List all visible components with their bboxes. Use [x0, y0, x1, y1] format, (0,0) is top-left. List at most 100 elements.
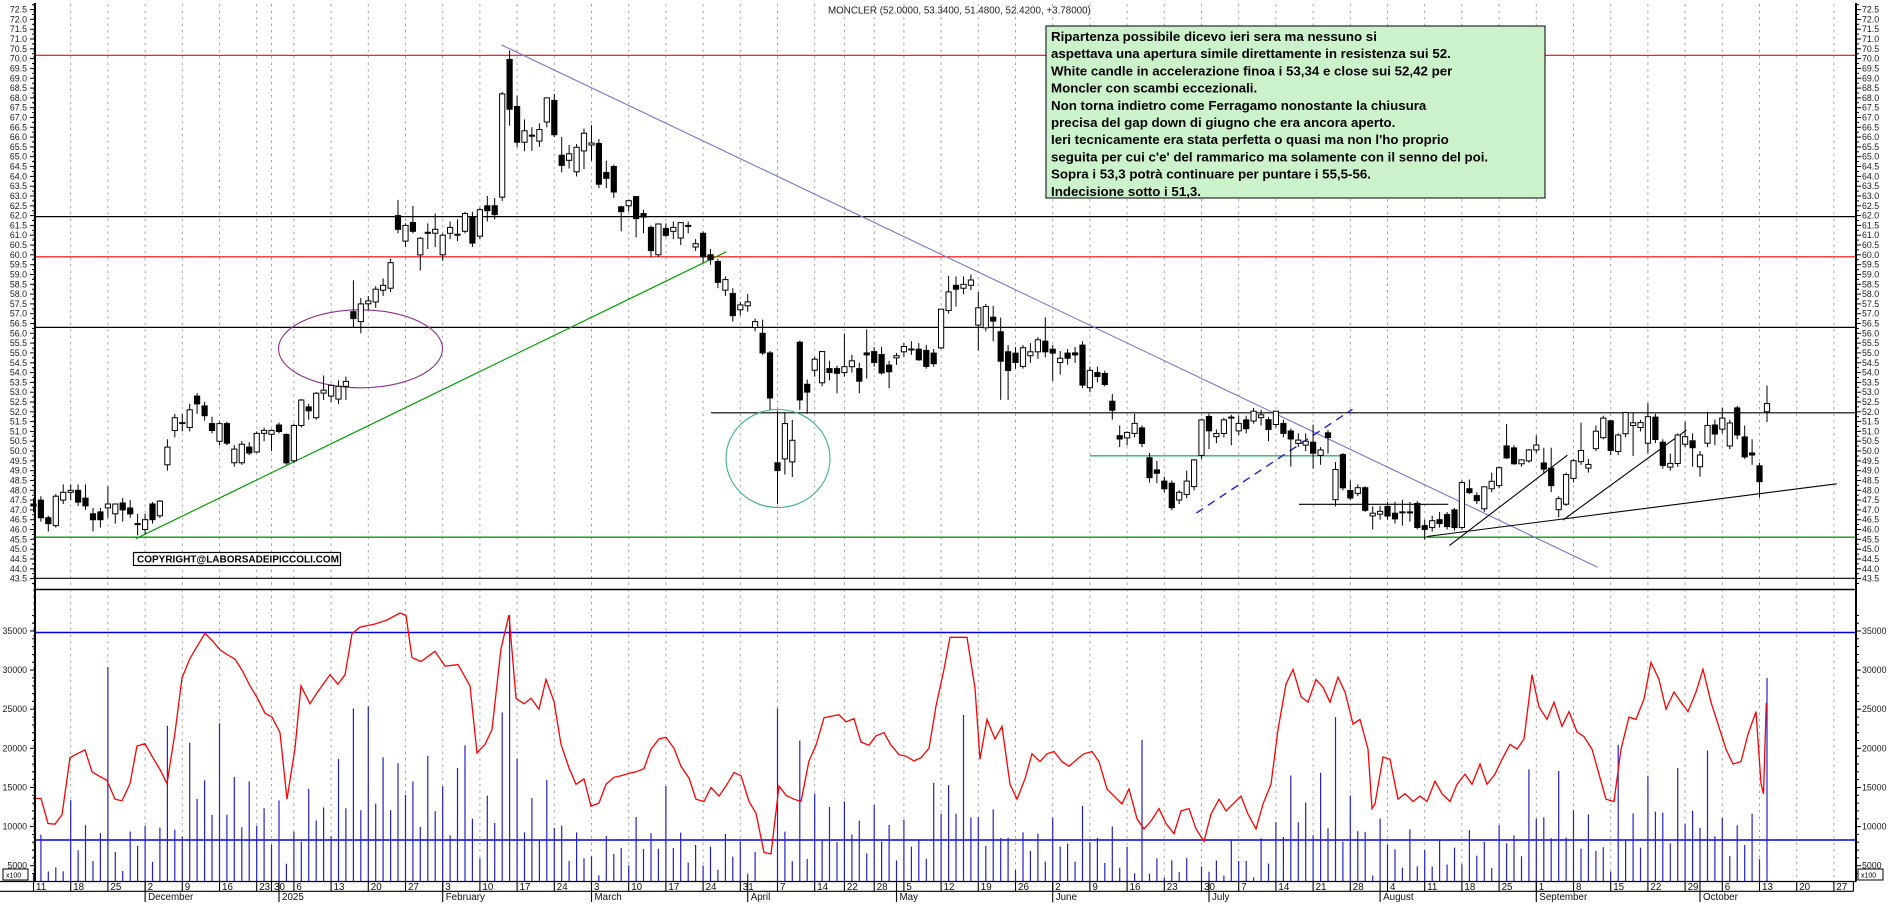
svg-text:precisa del gap down di giugno: precisa del gap down di giugno che era a…	[1051, 115, 1395, 130]
svg-text:February: February	[446, 892, 485, 902]
svg-text:68.0: 68.0	[1862, 93, 1879, 103]
svg-text:55.0: 55.0	[1862, 348, 1879, 358]
svg-text:23: 23	[259, 882, 270, 893]
svg-text:69.0: 69.0	[10, 73, 27, 83]
svg-text:56.0: 56.0	[1862, 328, 1879, 338]
svg-text:2025: 2025	[282, 892, 304, 902]
svg-text:26: 26	[1018, 882, 1029, 893]
svg-text:53.5: 53.5	[10, 377, 27, 387]
svg-text:15000: 15000	[3, 783, 28, 793]
svg-text:45.0: 45.0	[1862, 544, 1879, 554]
svg-text:10000: 10000	[1862, 822, 1887, 832]
svg-text:Ieri tecnicamente era stata pe: Ieri tecnicamente era stata perfetta o q…	[1051, 132, 1449, 147]
svg-text:27: 27	[1836, 882, 1847, 893]
svg-text:50.0: 50.0	[10, 446, 27, 456]
svg-text:66.5: 66.5	[1862, 122, 1879, 132]
svg-text:MONCLER (52.0000, 53.3400, 51.: MONCLER (52.0000, 53.3400, 51.4800, 52.4…	[828, 6, 1091, 17]
svg-text:5000: 5000	[1862, 861, 1882, 871]
svg-text:30000: 30000	[1862, 665, 1887, 675]
svg-text:x100: x100	[6, 873, 21, 880]
svg-text:20: 20	[1799, 882, 1810, 893]
svg-text:49.5: 49.5	[1862, 456, 1879, 466]
svg-text:16: 16	[1130, 882, 1141, 893]
svg-text:7: 7	[780, 882, 785, 893]
svg-text:69.5: 69.5	[10, 63, 27, 73]
svg-text:61.5: 61.5	[1862, 220, 1879, 230]
svg-text:47.0: 47.0	[10, 505, 27, 515]
svg-text:65.0: 65.0	[10, 152, 27, 162]
svg-text:47.5: 47.5	[10, 495, 27, 505]
svg-text:24: 24	[557, 882, 568, 893]
svg-text:59.5: 59.5	[10, 260, 27, 270]
svg-text:45.5: 45.5	[10, 534, 27, 544]
svg-text:9: 9	[185, 882, 190, 893]
svg-text:69.0: 69.0	[1862, 73, 1879, 83]
svg-text:44.0: 44.0	[1862, 564, 1879, 574]
svg-text:35000: 35000	[3, 626, 28, 636]
svg-text:70.5: 70.5	[10, 44, 27, 54]
svg-text:46.5: 46.5	[10, 515, 27, 525]
svg-text:May: May	[900, 892, 919, 902]
svg-text:46.0: 46.0	[1862, 525, 1879, 535]
svg-text:66.0: 66.0	[10, 132, 27, 142]
svg-text:62.5: 62.5	[1862, 201, 1879, 211]
svg-text:18: 18	[1464, 882, 1475, 893]
svg-text:10: 10	[482, 882, 493, 893]
svg-text:71.0: 71.0	[1862, 34, 1879, 44]
svg-text:66.0: 66.0	[1862, 132, 1879, 142]
svg-text:11: 11	[1427, 882, 1437, 893]
svg-text:44.5: 44.5	[10, 554, 27, 564]
svg-text:62.0: 62.0	[10, 211, 27, 221]
svg-text:70.0: 70.0	[1862, 54, 1879, 64]
svg-text:56.5: 56.5	[10, 319, 27, 329]
svg-text:50.0: 50.0	[1862, 446, 1879, 456]
svg-text:63.5: 63.5	[10, 181, 27, 191]
svg-text:57.5: 57.5	[1862, 299, 1879, 309]
svg-text:29: 29	[1688, 882, 1699, 893]
svg-text:25: 25	[110, 882, 121, 893]
svg-text:72.0: 72.0	[10, 14, 27, 24]
svg-text:48.0: 48.0	[1862, 485, 1879, 495]
svg-text:48.0: 48.0	[10, 485, 27, 495]
svg-text:24: 24	[706, 882, 717, 893]
svg-text:6: 6	[296, 882, 302, 893]
svg-text:52.0: 52.0	[10, 407, 27, 417]
svg-text:57.0: 57.0	[1862, 309, 1879, 319]
svg-text:30: 30	[274, 882, 285, 893]
svg-text:67.0: 67.0	[10, 113, 27, 123]
svg-text:45.5: 45.5	[1862, 534, 1879, 544]
svg-text:June: June	[1056, 892, 1078, 902]
svg-text:52.5: 52.5	[10, 397, 27, 407]
svg-text:53.0: 53.0	[1862, 387, 1879, 397]
svg-text:72.0: 72.0	[1862, 14, 1879, 24]
svg-text:14: 14	[817, 882, 828, 893]
svg-text:28: 28	[877, 882, 888, 893]
svg-text:3: 3	[445, 882, 451, 893]
svg-text:4: 4	[1390, 882, 1396, 893]
svg-text:67.5: 67.5	[10, 103, 27, 113]
svg-text:35000: 35000	[1862, 626, 1887, 636]
svg-text:59.0: 59.0	[1862, 270, 1879, 280]
svg-text:61.0: 61.0	[1862, 230, 1879, 240]
svg-text:seguita per cui c'e' del ramma: seguita per cui c'e' del rammarico ma so…	[1051, 149, 1488, 164]
svg-text:46.0: 46.0	[10, 525, 27, 535]
svg-text:White candle in accelerazione: White candle in accelerazione finoa i 53…	[1051, 63, 1452, 78]
svg-text:15: 15	[1613, 882, 1624, 893]
svg-text:20000: 20000	[3, 743, 28, 753]
svg-text:57.5: 57.5	[10, 299, 27, 309]
svg-text:49.5: 49.5	[10, 456, 27, 466]
svg-text:Indecisione sotto i 51,3.: Indecisione sotto i 51,3.	[1051, 184, 1201, 199]
svg-text:20: 20	[371, 882, 382, 893]
svg-text:50.5: 50.5	[1862, 436, 1879, 446]
svg-text:58.5: 58.5	[10, 279, 27, 289]
svg-text:2: 2	[1055, 882, 1060, 893]
svg-text:62.5: 62.5	[10, 201, 27, 211]
svg-text:55.0: 55.0	[10, 348, 27, 358]
svg-text:27: 27	[408, 882, 419, 893]
svg-text:55.5: 55.5	[1862, 338, 1879, 348]
svg-text:April: April	[751, 892, 771, 902]
svg-text:15000: 15000	[1862, 783, 1887, 793]
svg-text:46.5: 46.5	[1862, 515, 1879, 525]
svg-text:19: 19	[981, 882, 992, 893]
svg-text:71.0: 71.0	[10, 34, 27, 44]
